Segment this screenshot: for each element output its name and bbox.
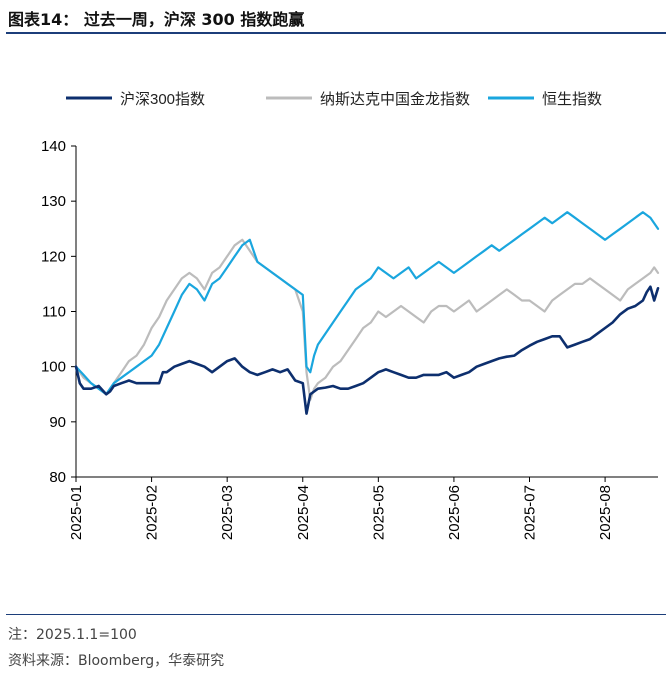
x-tick-label: 2025-04 <box>295 485 312 540</box>
x-tick-label: 2025-02 <box>144 485 161 540</box>
line-chart: 沪深300指数 纳斯达克中国金龙指数 恒生指数 80 90 100 110 120 130 14… <box>41 91 660 540</box>
x-tick-label: 2025-05 <box>370 485 387 540</box>
chart-axes: 80 90 100 110 120 130 140 2025-01 2025-02 2025-03… <box>41 138 658 540</box>
footer-divider <box>6 614 666 615</box>
chart-series <box>74 211 660 415</box>
y-tick-label: 110 <box>42 304 66 321</box>
y-tick-label: 140 <box>41 138 66 155</box>
title-divider <box>6 32 666 34</box>
legend-label-2: 纳斯达克中国金龙指数 <box>320 91 470 108</box>
x-tick-label: 2025-01 <box>68 485 85 540</box>
chart-legend: 沪深300指数 纳斯达克中国金龙指数 恒生指数 <box>66 91 602 108</box>
x-tick-label: 2025-07 <box>522 485 539 540</box>
legend-label-1: 沪深300指数 <box>120 91 205 108</box>
y-tick-label: 90 <box>49 414 66 431</box>
y-tick-label: 120 <box>41 248 66 265</box>
legend-label-3: 恒生指数 <box>542 91 602 108</box>
series-line-3 <box>74 211 660 396</box>
chart-title: 图表14： 过去一周，沪深 300 指数跑赢 <box>8 10 305 29</box>
y-tick-label: 130 <box>41 193 66 210</box>
x-tick-label: 2025-03 <box>219 485 236 540</box>
series-line-2 <box>74 238 660 401</box>
x-tick-label: 2025-08 <box>597 485 614 540</box>
y-tick-label: 100 <box>41 359 66 376</box>
chart-note: 注：2025.1.1=100 <box>8 627 137 643</box>
chart-source: 资料来源：Bloomberg，华泰研究 <box>8 653 225 669</box>
x-tick-label: 2025-06 <box>446 485 463 540</box>
series-line-1 <box>74 285 660 415</box>
y-tick-label: 80 <box>49 469 66 486</box>
